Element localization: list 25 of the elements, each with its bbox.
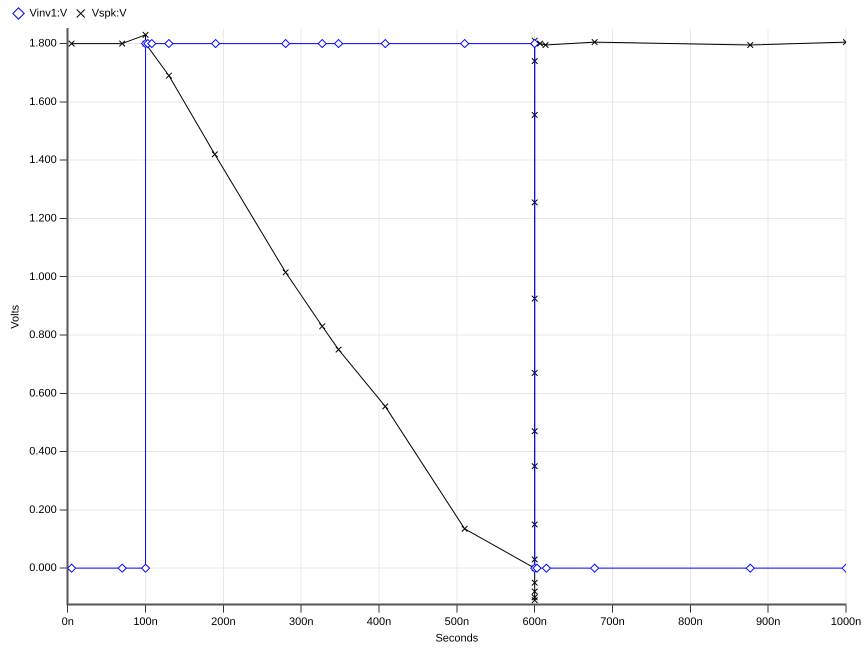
x-tick-label: 0n	[62, 616, 74, 628]
y-tick-label: 1.400	[29, 154, 57, 166]
y-tick-label: 0.600	[29, 387, 57, 400]
x-tick-label: 800n	[678, 616, 703, 628]
x-axis-title: Seconds	[435, 632, 479, 644]
y-tick-label: 0.200	[29, 504, 57, 516]
legend-label: Vspk:V	[92, 8, 128, 20]
y-tick-label: 0.400	[29, 446, 57, 458]
x-tick-label: 600n	[522, 616, 547, 628]
x-tick-label: 200n	[211, 616, 236, 628]
legend-label: Vinv1:V	[30, 8, 68, 20]
x-tick-label: 100n	[133, 616, 158, 628]
x-tick-label: 900n	[756, 616, 780, 628]
x-tick-label: 400n	[366, 616, 392, 628]
y-tick-label: 1.600	[29, 96, 57, 108]
y-tick-label: 1.200	[29, 212, 57, 224]
y-axis-title: Volts	[10, 304, 22, 329]
y-tick-label: 1.800	[29, 38, 57, 50]
x-tick-label: 1000n	[830, 616, 862, 628]
y-tick-label: 1.000	[29, 270, 57, 283]
x-tick-label: 700n	[600, 616, 625, 628]
y-tick-label: 0.800	[29, 329, 57, 342]
x-tick-label: 500n	[444, 616, 470, 628]
y-tick-label: 0.000	[29, 562, 57, 574]
x-tick-label: 300n	[288, 616, 314, 628]
